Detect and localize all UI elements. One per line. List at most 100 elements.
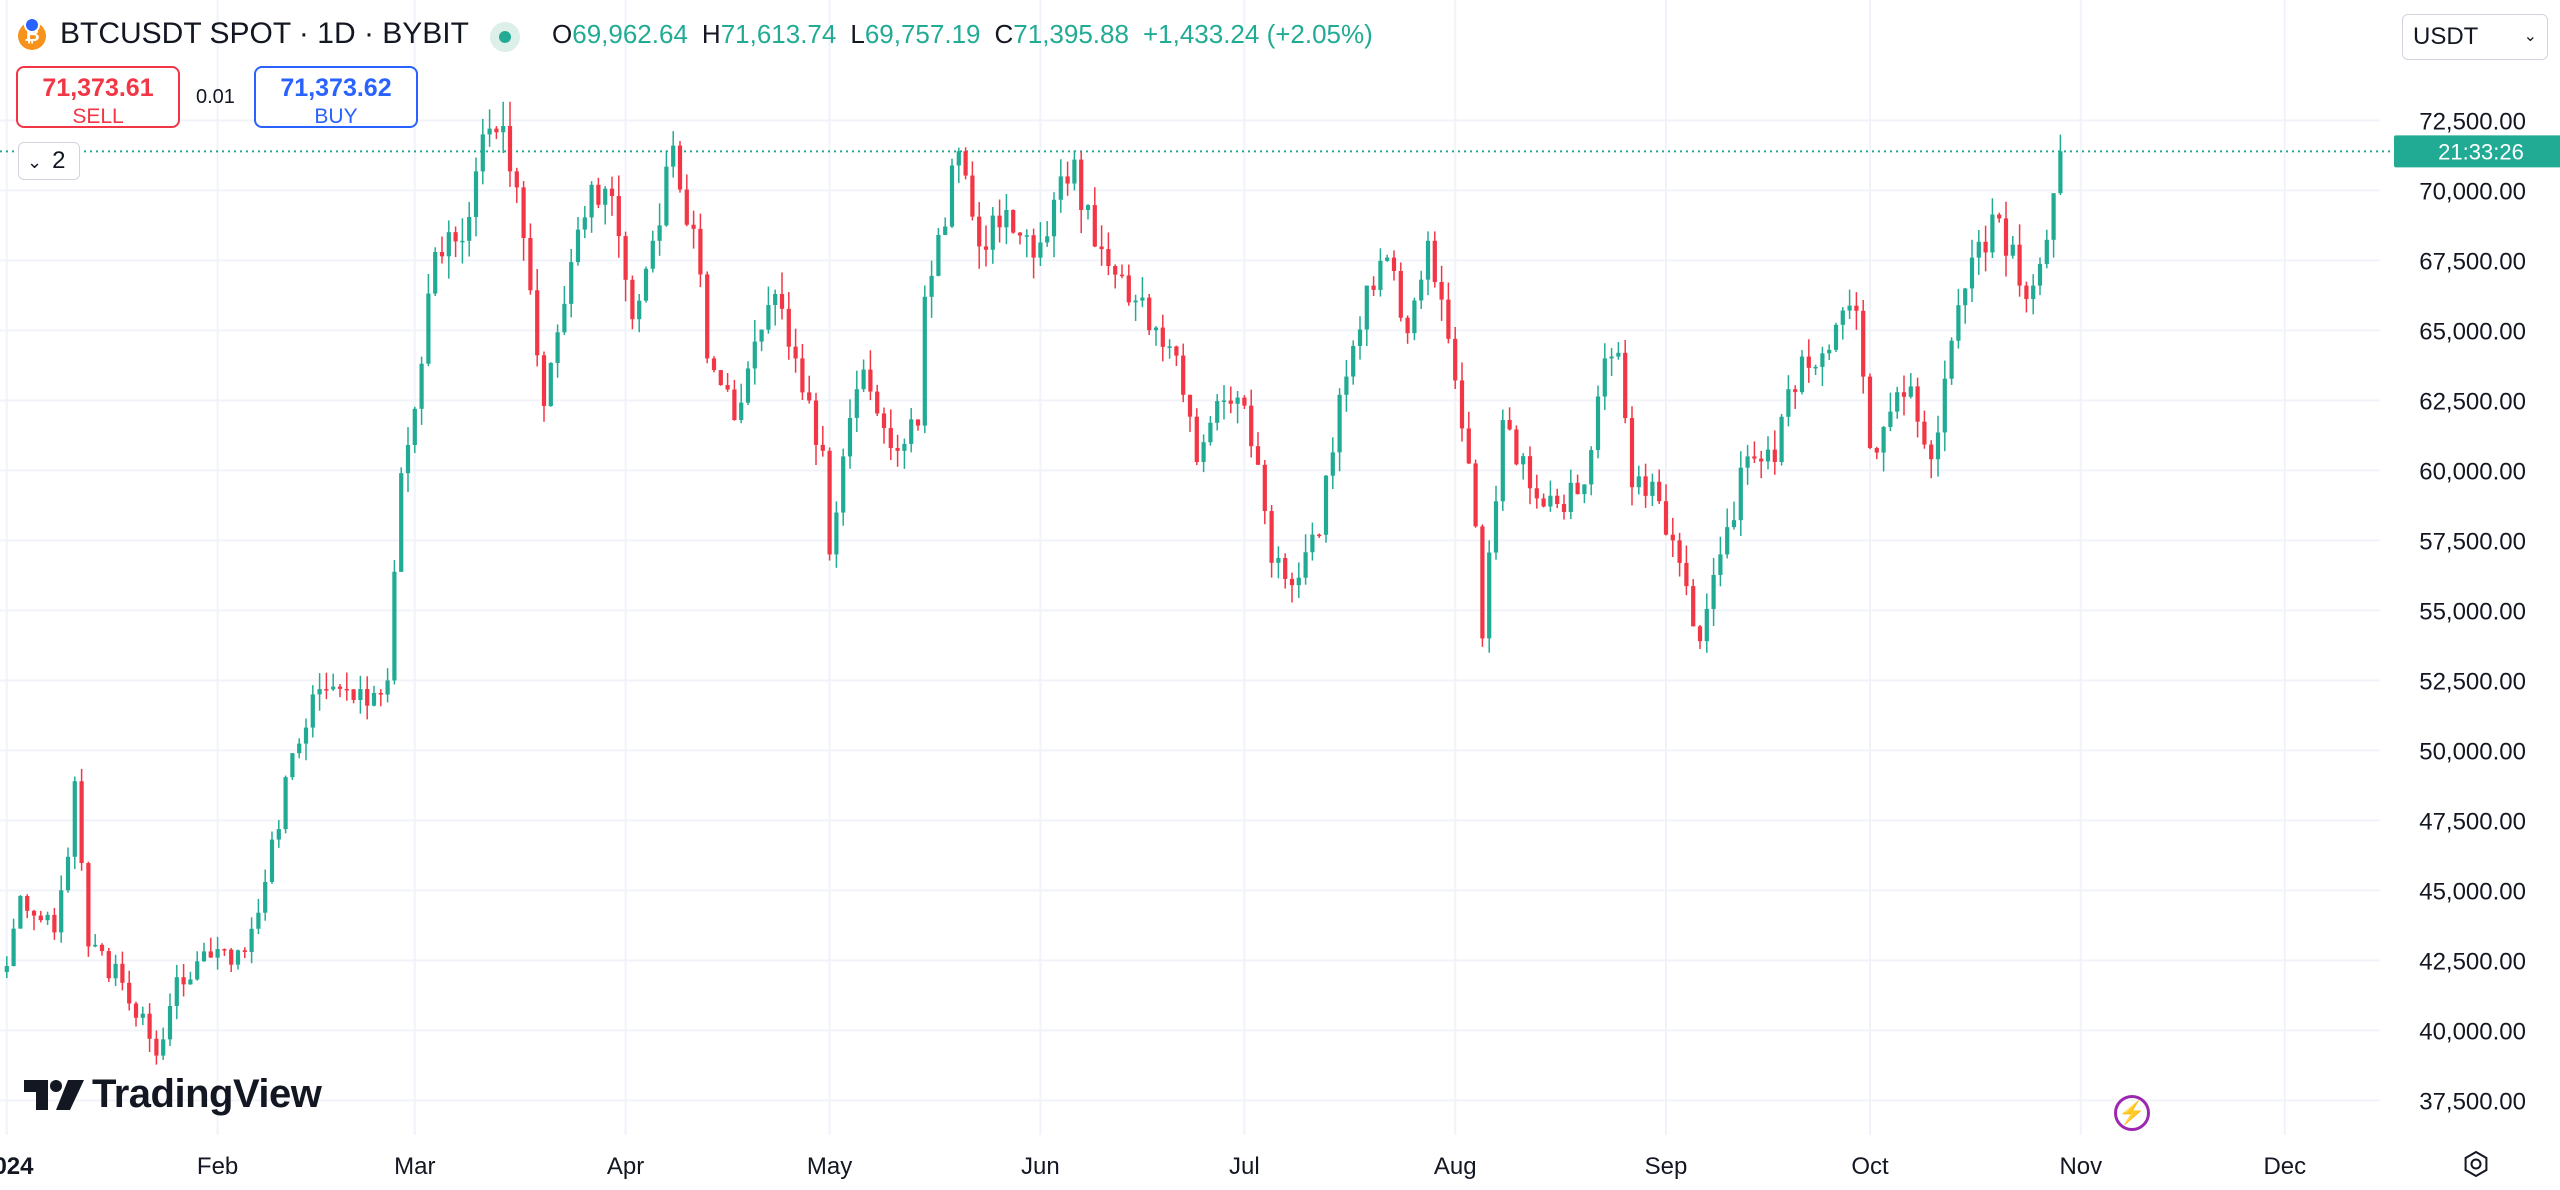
candle-down	[1697, 626, 1703, 642]
candle-up	[1963, 288, 1968, 306]
candle-down	[963, 151, 968, 176]
candle-down	[181, 977, 186, 985]
candle-down	[1534, 488, 1539, 499]
lightning-icon[interactable]: ⚡	[2114, 1095, 2150, 1131]
candle-down	[52, 914, 57, 933]
candle-down	[222, 949, 227, 951]
candle-down	[711, 358, 717, 371]
time-axis[interactable]: 2024 Feb Mar Apr May Jun Jul Aug Sep Oct Nov Dec	[0, 1153, 2306, 1180]
chevron-down-icon: ⌄	[2523, 28, 2537, 45]
currency-select[interactable]: USDT ⌄	[2402, 14, 2548, 60]
candle-down	[1643, 476, 1648, 496]
candle-up	[1344, 376, 1349, 395]
high-label: H	[701, 19, 721, 49]
candle-down	[535, 290, 540, 356]
candle-up	[548, 362, 553, 406]
chart-header: ₿ BTCUSDT SPOT · 1D · BYBIT O69,962.64 H7…	[0, 0, 2380, 70]
candle-down	[1432, 240, 1437, 283]
candle-up	[93, 944, 98, 947]
candle-up	[562, 303, 567, 333]
candle-up	[1038, 242, 1043, 258]
candle-up	[990, 215, 995, 250]
candle-up	[834, 512, 839, 555]
candle-up	[72, 781, 77, 857]
buy-button[interactable]: 71,373.62 BUY	[254, 66, 418, 128]
candle-up	[426, 293, 431, 364]
candle-up	[1976, 241, 1981, 258]
candle-up	[1133, 300, 1138, 303]
price-tick-label: 60,000.00	[2419, 458, 2526, 485]
candle-up	[1140, 297, 1145, 301]
candle-down	[732, 389, 737, 420]
candle-up	[1745, 456, 1750, 468]
candle-up	[1364, 285, 1369, 330]
candle-up	[1725, 527, 1730, 555]
candle-up	[1208, 422, 1213, 443]
change-value: +1,433.24 (+2.05%)	[1142, 19, 1373, 49]
candle-down	[1017, 232, 1023, 236]
candle-down	[1119, 274, 1125, 277]
candle-down	[1561, 504, 1567, 512]
candle-down	[698, 228, 703, 275]
candle-down	[365, 689, 370, 706]
candle-up	[1908, 386, 1913, 397]
currency-value: USDT	[2413, 23, 2479, 50]
candle-up	[603, 188, 608, 205]
price-tick-label: 50,000.00	[2419, 738, 2526, 765]
time-tick-label: May	[807, 1153, 852, 1180]
candle-down	[439, 252, 445, 257]
candle-up	[1072, 159, 1077, 184]
candle-up	[290, 753, 295, 778]
candle-up	[1650, 481, 1655, 496]
candle-down	[1575, 482, 1580, 495]
candle-down	[514, 171, 519, 188]
candle-down	[1391, 257, 1397, 272]
candle-up	[256, 912, 261, 929]
time-tick-label: Jul	[1229, 1153, 1260, 1180]
candle-up	[1935, 432, 1941, 460]
candle-down	[521, 187, 526, 238]
candle-down	[970, 175, 975, 217]
indicators-toggle-button[interactable]: ⌄ 2	[18, 142, 80, 180]
sell-button[interactable]: 71,373.61 SELL	[16, 66, 180, 128]
candle-up	[446, 232, 451, 257]
price-tick-label: 37,500.00	[2419, 1088, 2526, 1115]
tradingview-logo[interactable]: TradingView	[24, 1072, 322, 1122]
candle-up	[283, 777, 288, 830]
symbol-title[interactable]: BTCUSDT SPOT · 1D · BYBIT	[60, 17, 469, 50]
candle-up	[1888, 411, 1893, 427]
price-tick-label: 42,500.00	[2419, 948, 2526, 975]
candle-up	[1589, 450, 1594, 485]
price-axis[interactable]: 72,500.00 70,000.00 67,500.00 65,000.00 62,5…	[2419, 108, 2526, 1115]
candle-up	[943, 226, 948, 235]
candle-down	[1752, 456, 1757, 459]
candle-up	[392, 571, 397, 681]
candle-up	[1500, 420, 1505, 502]
gear-icon[interactable]	[2462, 1150, 2490, 1178]
candle-down	[1446, 299, 1451, 339]
candle-up	[1969, 257, 1975, 289]
candle-down	[351, 689, 356, 700]
candle-down	[1398, 271, 1403, 318]
time-tick-label: 2024	[0, 1153, 34, 1180]
candle-up	[936, 234, 941, 276]
candle-up	[2010, 244, 2015, 256]
candle-up	[385, 680, 390, 695]
candle-up	[2058, 151, 2063, 194]
buy-label: BUY	[314, 105, 358, 128]
candle-up	[759, 329, 764, 342]
candle-down	[1983, 241, 1988, 253]
candle-up	[405, 444, 411, 474]
candle-down	[1473, 463, 1478, 527]
candlestick-series	[4, 101, 2063, 1065]
candle-down	[705, 274, 710, 359]
market-status-icon[interactable]	[490, 22, 520, 52]
candle-up	[861, 369, 866, 390]
candle-up	[1357, 329, 1363, 346]
candle-up	[473, 171, 479, 217]
candle-up	[1215, 401, 1220, 423]
price-tick-label: 40,000.00	[2419, 1018, 2526, 1045]
candle-up	[1385, 257, 1390, 261]
candle-down	[881, 413, 887, 429]
